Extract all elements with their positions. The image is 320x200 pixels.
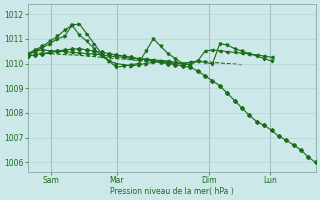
X-axis label: Pression niveau de la mer( hPa ): Pression niveau de la mer( hPa ) [110, 187, 234, 196]
